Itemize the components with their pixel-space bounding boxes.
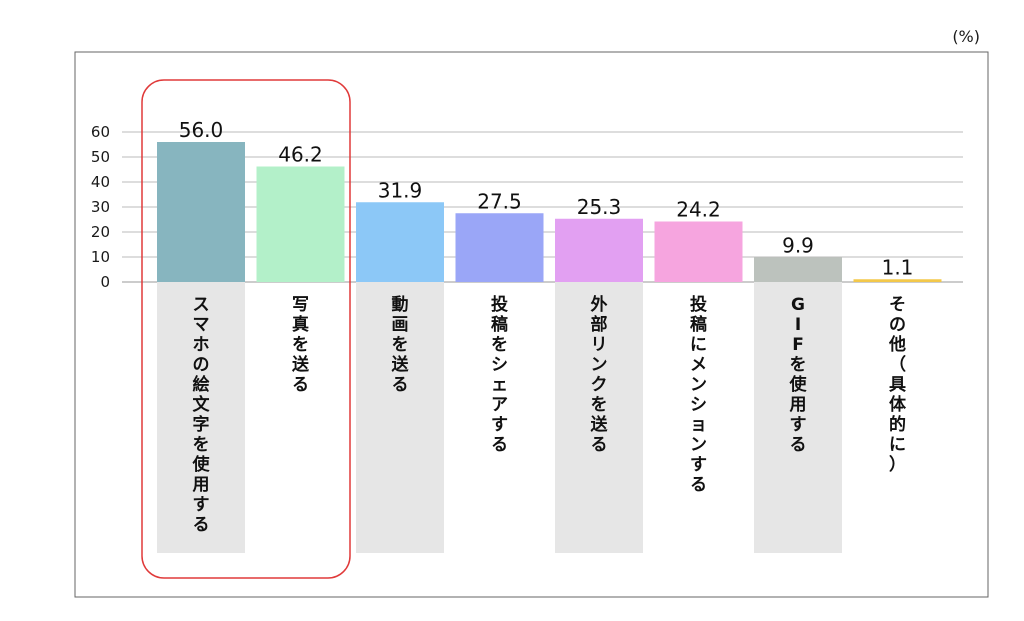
y-tick-label: 40: [91, 173, 110, 191]
value-labels: 56.0 46.2 31.9 27.5 25.3 24.2 9.9 1.1: [179, 118, 914, 279]
bar: [654, 221, 743, 282]
unit-label: (%): [952, 27, 980, 46]
bar: [356, 202, 444, 282]
y-tick-label: 20: [91, 223, 110, 241]
bar: [555, 218, 643, 282]
value-label: 25.3: [577, 195, 622, 219]
category-label: スマホの絵文字を使用する: [192, 295, 211, 535]
value-label: 27.5: [477, 189, 522, 213]
y-tick-label: 10: [91, 248, 110, 266]
category-label-band: [555, 282, 643, 553]
category-label: 動画を送る: [392, 294, 410, 395]
y-tick-label: 30: [91, 198, 110, 216]
bar: [256, 166, 345, 282]
category-label-band: [356, 282, 444, 553]
category-label: 外部リンクを送る: [591, 294, 609, 455]
category-label: 写真を送る: [292, 295, 310, 395]
category-label: 投稿をシェアする: [491, 294, 508, 455]
value-label: 1.1: [882, 255, 914, 279]
category-label-band: [754, 282, 842, 553]
y-tick-label: 50: [91, 148, 110, 166]
y-tick-label: 0: [100, 273, 110, 291]
y-tick-label: 60: [91, 123, 110, 141]
highlight-box: [141, 79, 351, 579]
chart-frame: [74, 51, 989, 598]
bar: [754, 257, 842, 282]
value-label: 56.0: [179, 118, 224, 142]
value-label: 24.2: [676, 198, 721, 222]
value-label: 31.9: [378, 178, 423, 202]
category-label-bands: [157, 282, 842, 553]
bars: [157, 142, 942, 282]
bar: [455, 213, 544, 282]
value-label: 46.2: [278, 143, 323, 167]
category-label: 投稿にメンションする: [690, 294, 707, 495]
y-axis-tick-labels: 0 10 20 30 40 50 60: [91, 123, 110, 291]
bar: [853, 279, 942, 282]
bar: [157, 142, 245, 282]
category-labels: スマホの絵文字を使用する 写真を送る 動画を送る 投稿をシェアする 外部リンクを送る 投稿…: [192, 294, 908, 535]
value-label: 9.9: [782, 233, 814, 257]
category-label: その他（具体的に）: [888, 295, 907, 475]
category-label-band: [157, 282, 245, 553]
category-label: G I F を使用する: [789, 295, 808, 455]
